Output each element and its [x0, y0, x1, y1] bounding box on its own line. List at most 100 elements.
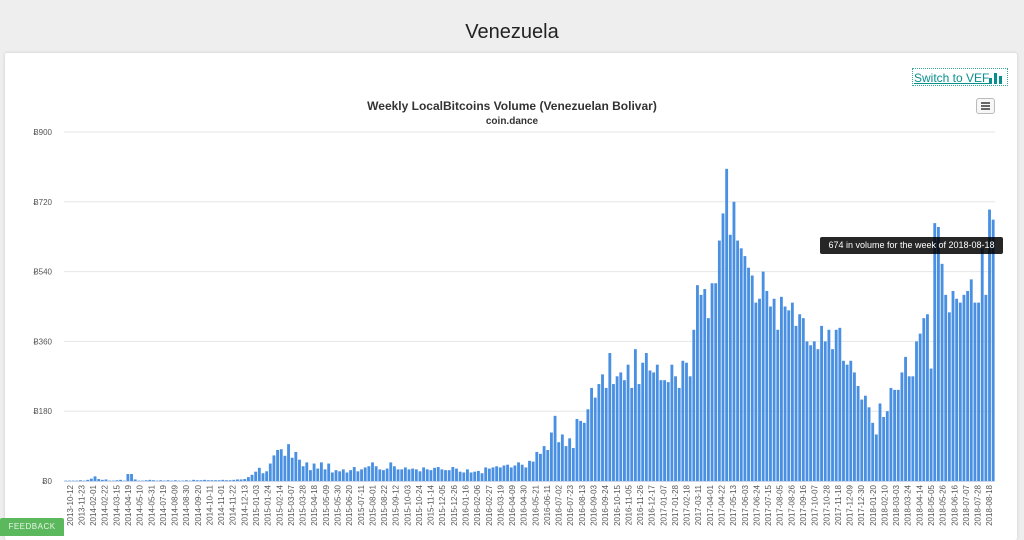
- bar[interactable]: [940, 263, 944, 481]
- bar[interactable]: [958, 302, 962, 481]
- bar[interactable]: [283, 455, 287, 481]
- bar[interactable]: [991, 219, 995, 481]
- bar[interactable]: [648, 370, 652, 481]
- bar[interactable]: [706, 318, 710, 481]
- bar[interactable]: [444, 470, 447, 481]
- bar[interactable]: [524, 467, 528, 481]
- bar[interactable]: [152, 480, 155, 481]
- bar[interactable]: [652, 372, 656, 481]
- bar[interactable]: [783, 306, 787, 482]
- bar[interactable]: [199, 480, 203, 481]
- bar[interactable]: [148, 479, 152, 481]
- bar[interactable]: [732, 201, 736, 482]
- bar[interactable]: [403, 467, 407, 481]
- bar[interactable]: [400, 469, 404, 481]
- bar[interactable]: [513, 465, 517, 481]
- bar[interactable]: [973, 302, 977, 481]
- bar[interactable]: [531, 461, 535, 481]
- bar[interactable]: [433, 467, 436, 481]
- feedback-tab[interactable]: FEEDBACK: [0, 518, 64, 536]
- bar[interactable]: [710, 283, 714, 481]
- bar[interactable]: [805, 341, 809, 481]
- bar[interactable]: [637, 384, 641, 481]
- bar[interactable]: [184, 480, 188, 481]
- bar[interactable]: [356, 471, 360, 481]
- bar[interactable]: [692, 329, 696, 481]
- bar[interactable]: [473, 471, 477, 481]
- bar[interactable]: [977, 302, 980, 481]
- bar[interactable]: [173, 480, 177, 481]
- bar[interactable]: [228, 480, 232, 481]
- bar[interactable]: [597, 384, 601, 481]
- bar[interactable]: [582, 422, 586, 481]
- bar[interactable]: [754, 302, 758, 481]
- bar[interactable]: [276, 449, 280, 481]
- bar[interactable]: [93, 476, 97, 481]
- bar[interactable]: [922, 318, 926, 481]
- bar[interactable]: [440, 469, 444, 481]
- bar[interactable]: [305, 462, 309, 481]
- bar[interactable]: [615, 376, 619, 481]
- bar[interactable]: [863, 395, 867, 481]
- bar[interactable]: [696, 285, 699, 481]
- bar[interactable]: [236, 479, 239, 481]
- bar[interactable]: [374, 466, 378, 481]
- bar[interactable]: [159, 480, 163, 481]
- bar[interactable]: [487, 468, 491, 481]
- bar[interactable]: [725, 168, 729, 481]
- bar[interactable]: [97, 479, 101, 481]
- bar[interactable]: [221, 479, 225, 481]
- bar[interactable]: [100, 479, 104, 481]
- bar[interactable]: [447, 470, 451, 481]
- bar[interactable]: [225, 480, 228, 481]
- bar[interactable]: [955, 298, 959, 481]
- bar[interactable]: [663, 380, 667, 481]
- bar[interactable]: [790, 302, 794, 481]
- bar[interactable]: [604, 387, 608, 481]
- bar[interactable]: [681, 360, 685, 481]
- bar[interactable]: [926, 314, 929, 481]
- bar[interactable]: [911, 376, 915, 481]
- bar[interactable]: [422, 467, 426, 481]
- bar[interactable]: [312, 463, 316, 481]
- bar[interactable]: [338, 471, 342, 481]
- bar[interactable]: [765, 290, 769, 481]
- bar[interactable]: [966, 290, 970, 481]
- bar[interactable]: [674, 376, 677, 481]
- bar[interactable]: [130, 474, 133, 481]
- bar[interactable]: [568, 438, 572, 481]
- bar[interactable]: [239, 479, 243, 481]
- bar[interactable]: [644, 353, 648, 481]
- bar[interactable]: [769, 306, 772, 482]
- bar[interactable]: [301, 466, 305, 481]
- bar[interactable]: [904, 356, 907, 481]
- bar[interactable]: [290, 457, 294, 481]
- bar[interactable]: [411, 468, 415, 481]
- bar[interactable]: [747, 267, 750, 481]
- bar[interactable]: [794, 325, 798, 481]
- bar[interactable]: [79, 480, 82, 481]
- bar[interactable]: [520, 464, 524, 481]
- bar[interactable]: [856, 385, 860, 481]
- bar[interactable]: [210, 480, 214, 481]
- bar[interactable]: [776, 329, 780, 481]
- bar[interactable]: [619, 372, 623, 481]
- bar[interactable]: [206, 480, 210, 481]
- bar[interactable]: [853, 372, 856, 481]
- bar[interactable]: [334, 470, 338, 481]
- bar[interactable]: [951, 290, 955, 481]
- bar[interactable]: [860, 399, 864, 481]
- bar[interactable]: [546, 449, 550, 481]
- bar[interactable]: [330, 472, 334, 481]
- bar[interactable]: [834, 329, 838, 481]
- bar[interactable]: [889, 387, 893, 481]
- bar[interactable]: [495, 466, 499, 481]
- bar[interactable]: [243, 479, 247, 481]
- bar[interactable]: [579, 420, 583, 481]
- bar[interactable]: [502, 465, 506, 481]
- bar[interactable]: [677, 387, 681, 481]
- bar[interactable]: [728, 234, 732, 481]
- bar[interactable]: [633, 349, 637, 481]
- bar[interactable]: [601, 374, 604, 481]
- bar[interactable]: [845, 364, 849, 481]
